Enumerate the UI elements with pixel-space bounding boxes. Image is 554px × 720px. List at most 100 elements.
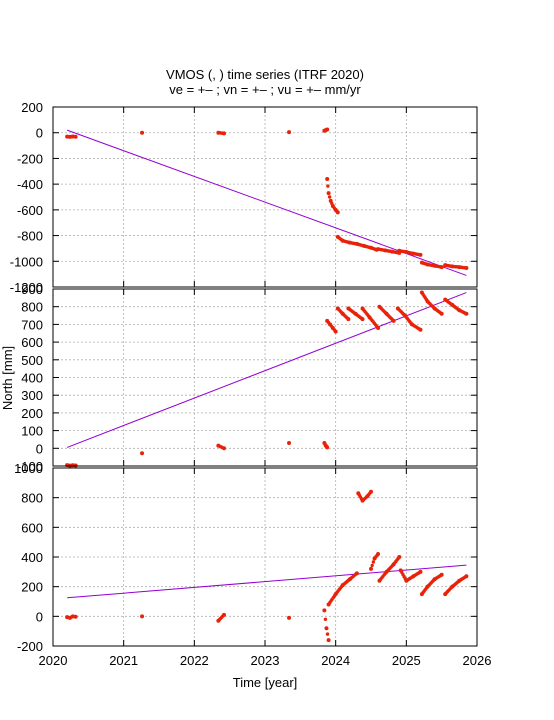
y-tick-label: 700 — [21, 317, 43, 332]
data-segment — [65, 614, 78, 620]
y-tick-label: 0 — [36, 609, 43, 624]
data-segment — [335, 234, 379, 252]
y-tick-label: 500 — [21, 353, 43, 368]
x-tick-label: 2023 — [251, 653, 280, 668]
x-axis-label: Time [year] — [233, 675, 298, 690]
data-segment — [216, 612, 227, 623]
data-point — [140, 451, 145, 456]
panel-frame — [52, 288, 478, 467]
data-point — [222, 131, 227, 136]
data-point — [464, 311, 469, 316]
y-tick-label: 900 — [21, 282, 43, 297]
data-point — [325, 445, 330, 450]
data-segment — [443, 263, 469, 270]
data-point — [418, 327, 423, 332]
data-point — [73, 614, 78, 619]
data-segment — [140, 451, 145, 456]
data-segment — [419, 260, 444, 270]
data-point — [464, 574, 469, 579]
y-tick-label: -1200 — [10, 280, 43, 295]
y-tick-label: 300 — [21, 388, 43, 403]
data-point — [287, 130, 292, 135]
data-segment — [419, 572, 444, 597]
y-tick-label: 0 — [36, 126, 43, 141]
data-point — [140, 614, 145, 619]
data-point — [376, 552, 381, 557]
y-tick-label: -200 — [17, 639, 43, 654]
data-segment — [326, 571, 359, 607]
data-point — [327, 195, 332, 199]
x-tick-label: 2024 — [321, 653, 350, 668]
data-point — [370, 563, 374, 568]
data-point — [354, 571, 359, 576]
y-tick-label: -600 — [17, 203, 43, 218]
data-segment — [322, 608, 331, 643]
data-segment — [287, 130, 292, 135]
data-segment — [376, 247, 402, 255]
data-segment — [140, 130, 145, 135]
data-point — [325, 127, 330, 132]
y-tick-label: -200 — [17, 151, 43, 166]
y-tick-label: 1000 — [14, 461, 43, 476]
data-segment — [65, 463, 78, 468]
x-tick-label: 2025 — [392, 653, 421, 668]
panel-north: -100 0 100 200 300 400 500 600 700 800 900 — [17, 282, 478, 474]
y-tick-label: 200 — [21, 100, 43, 115]
data-point — [326, 184, 330, 188]
x-tick-label: 2020 — [39, 653, 68, 668]
data-point — [287, 615, 292, 620]
data-point — [439, 265, 444, 270]
data-point — [322, 608, 327, 613]
panel-frame — [52, 106, 478, 288]
panels-group: -1200-1000-800-600-400-2000200-100010020… — [10, 100, 492, 668]
data-point — [222, 446, 227, 451]
data-point — [369, 489, 373, 494]
data-point — [360, 317, 365, 322]
data-segment — [287, 440, 292, 445]
data-point — [369, 566, 373, 571]
data-point — [73, 463, 78, 468]
data-segment — [419, 290, 444, 316]
data-point — [326, 638, 331, 643]
x-tick-label: 2026 — [463, 653, 492, 668]
y-tick-label: 400 — [21, 550, 43, 565]
data-point — [325, 177, 330, 181]
y-tick-label: 800 — [21, 300, 43, 315]
data-segment — [322, 440, 330, 450]
data-segment — [65, 134, 78, 139]
data-segment — [395, 306, 423, 332]
y-tick-label: -1000 — [10, 254, 43, 269]
y-tick-label: -100 — [17, 459, 43, 474]
data-segment — [377, 304, 396, 323]
y-tick-label: 600 — [21, 520, 43, 535]
y-tick-label: -400 — [17, 177, 43, 192]
data-segment — [356, 489, 373, 503]
data-point — [335, 210, 340, 215]
data-segment — [322, 127, 330, 133]
data-point — [376, 325, 381, 330]
data-segment — [397, 248, 423, 257]
y-tick-label: 100 — [21, 424, 43, 439]
data-segment — [346, 306, 365, 322]
data-point — [371, 560, 376, 564]
panel-frame — [52, 467, 478, 647]
y-tick-label: 800 — [21, 491, 43, 506]
y-axis-label-north: North [mm] — [0, 346, 15, 410]
chart-title-line1: VMOS (, ) time series (ITRF 2020) — [166, 67, 364, 82]
data-point — [325, 632, 330, 636]
data-point — [222, 612, 227, 617]
data-point — [439, 572, 444, 577]
data-point — [324, 626, 329, 631]
data-point — [397, 555, 402, 559]
y-tick-label: 400 — [21, 371, 43, 386]
data-segment — [443, 297, 469, 316]
data-point — [140, 130, 145, 135]
y-tick-label: -800 — [17, 229, 43, 244]
data-point — [439, 311, 444, 316]
y-tick-label: 200 — [21, 406, 43, 421]
data-point — [391, 318, 396, 323]
data-point — [418, 569, 423, 574]
x-tick-label: 2021 — [109, 653, 138, 668]
data-segment — [443, 574, 469, 597]
